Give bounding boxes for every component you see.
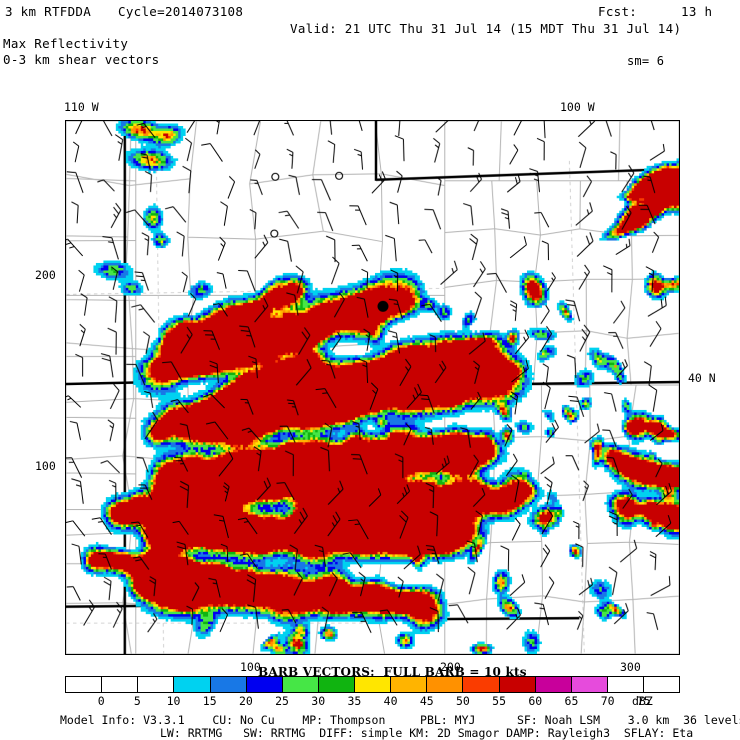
colorbar-cell-15 bbox=[607, 677, 644, 692]
colorbar-tick-20: 20 bbox=[238, 694, 253, 708]
colorbar-cell-3 bbox=[174, 677, 211, 692]
colorbar-tick-10: 10 bbox=[166, 694, 181, 708]
colorbar-cell-16 bbox=[644, 677, 680, 692]
colorbar-cell-0 bbox=[66, 677, 103, 692]
colorbar-tick-70: 70 bbox=[600, 694, 615, 708]
colorbar-cell-10 bbox=[427, 677, 464, 692]
valid-time-label: Valid: 21 UTC Thu 31 Jul 14 (15 MDT Thu … bbox=[290, 21, 682, 36]
colorbar-tick-15: 15 bbox=[202, 694, 217, 708]
colorbar-cell-12 bbox=[499, 677, 536, 692]
colorbar-cell-9 bbox=[391, 677, 428, 692]
radar-map-panel[interactable] bbox=[65, 120, 680, 655]
colorbar-cell-7 bbox=[318, 677, 355, 692]
colorbar-tick-0: 0 bbox=[97, 694, 105, 708]
colorbar-tick-35: 35 bbox=[347, 694, 362, 708]
model-info-row-2: LW: RRTMG SW: RRTMG DIFF: simple KM: 2D … bbox=[160, 726, 694, 740]
model-info-row-1: Model Info: V3.3.1 CU: No Cu MP: Thompso… bbox=[60, 713, 740, 727]
colorbar-tick-25: 25 bbox=[275, 694, 289, 708]
colorbar-tick-55: 55 bbox=[492, 694, 507, 708]
forecast-hour-value: 13 h bbox=[681, 4, 713, 19]
colorbar-cell-6 bbox=[282, 677, 319, 692]
reflectivity-colorbar bbox=[65, 676, 680, 693]
colorbar-cell-13 bbox=[535, 677, 572, 692]
colorbar-tick-50: 50 bbox=[456, 694, 470, 708]
colorbar-cell-1 bbox=[102, 677, 139, 692]
vector-field-label: 0-3 km shear vectors bbox=[3, 52, 160, 67]
radar-reflectivity-canvas bbox=[66, 121, 679, 654]
axis-tick-x-200: 200 bbox=[440, 660, 461, 674]
colorbar-tick-40: 40 bbox=[383, 694, 398, 708]
colorbar-tick-labels: 0 5 10 15 20 25 30 35 40 45 50 55 60 65 70 75 bbox=[65, 694, 680, 710]
colorbar-tick-65: 65 bbox=[564, 694, 579, 708]
forecast-hour-label: Fcst: bbox=[598, 4, 638, 19]
colorbar-unit-label: dBZ bbox=[632, 694, 653, 708]
colorbar-tick-60: 60 bbox=[528, 694, 543, 708]
colorbar-cell-4 bbox=[210, 677, 247, 692]
field-name-label: Max Reflectivity bbox=[3, 36, 129, 51]
cycle-label: Cycle=2014073108 bbox=[118, 4, 244, 19]
colorbar-cell-2 bbox=[138, 677, 175, 692]
axis-tick-y-200: 200 bbox=[35, 268, 56, 282]
model-name-label: 3 km RTFDDA bbox=[5, 4, 92, 19]
colorbar-cell-11 bbox=[463, 677, 500, 692]
axis-tick-x-300: 300 bbox=[620, 660, 641, 674]
colorbar-cell-8 bbox=[355, 677, 392, 692]
smoothing-label: sm= 6 bbox=[627, 54, 665, 68]
colorbar-cell-14 bbox=[571, 677, 608, 692]
colorbar-tick-5: 5 bbox=[133, 694, 141, 708]
colorbar-tick-30: 30 bbox=[311, 694, 326, 708]
axis-label-latitude-right: 40 N bbox=[688, 371, 716, 385]
colorbar-cell-5 bbox=[246, 677, 283, 692]
axis-tick-y-100: 100 bbox=[35, 459, 56, 473]
colorbar-tick-45: 45 bbox=[419, 694, 434, 708]
axis-label-longitude-right: 100 W bbox=[560, 100, 595, 114]
axis-tick-x-100: 100 bbox=[240, 660, 261, 674]
axis-label-longitude-left: 110 W bbox=[64, 100, 99, 114]
colorbar-tick-75: 75 bbox=[636, 694, 651, 708]
barb-vector-legend: BARB VECTORS: FULL BARB = 10 kts bbox=[258, 665, 527, 679]
